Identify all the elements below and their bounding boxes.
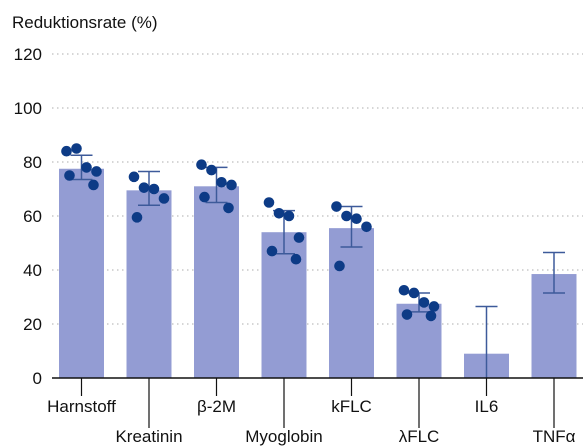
data-point <box>273 208 285 219</box>
data-point <box>293 232 305 243</box>
x-tick-label: kFLC <box>331 397 372 416</box>
data-point <box>64 170 75 181</box>
data-point <box>88 179 99 191</box>
bar <box>329 228 374 378</box>
grid-lines <box>52 53 583 325</box>
data-point <box>266 245 278 257</box>
data-point <box>334 260 345 272</box>
data-point <box>91 166 102 177</box>
x-tick-label: β-2M <box>197 397 236 416</box>
x-tick-label: Kreatinin <box>115 427 182 446</box>
data-point <box>351 213 362 224</box>
data-point <box>263 197 275 208</box>
data-point <box>418 297 430 308</box>
y-tick-label: 80 <box>23 153 42 172</box>
data-point <box>428 301 440 312</box>
y-tick-label: 20 <box>23 315 42 334</box>
data-point <box>401 309 413 320</box>
data-point <box>206 164 217 176</box>
x-tick-label: IL6 <box>475 397 499 416</box>
y-tick-label: 120 <box>14 45 42 64</box>
x-tick-label: Myoglobin <box>245 427 323 446</box>
data-point <box>408 287 420 299</box>
data-point <box>196 159 207 170</box>
data-point <box>128 171 140 183</box>
data-point <box>341 210 352 222</box>
data-point <box>425 310 437 322</box>
data-point <box>61 145 72 157</box>
y-tick-label: 0 <box>33 369 42 388</box>
data-point <box>148 183 160 195</box>
bar <box>59 168 104 378</box>
x-tick-label: λFLC <box>399 427 440 446</box>
data-point <box>216 176 227 188</box>
data-point <box>138 182 150 193</box>
data-point <box>223 202 234 214</box>
y-tick-label: 40 <box>23 261 42 280</box>
data-point <box>199 191 210 203</box>
data-points <box>61 143 440 322</box>
bar <box>194 186 239 378</box>
data-point <box>290 253 302 265</box>
data-point <box>158 193 170 204</box>
y-axis-ticks: 0 20 40 60 80 100 120 <box>14 45 42 388</box>
y-tick-label: 100 <box>14 99 42 118</box>
x-tick-label: TNFα <box>533 427 576 446</box>
data-point <box>398 284 410 296</box>
x-axis: Harnstoff Kreatinin β-2M Myoglobin kFLC λFLC I… <box>47 377 583 446</box>
data-point <box>131 212 143 223</box>
data-point <box>331 201 342 212</box>
data-point <box>283 210 295 222</box>
y-tick-label: 60 <box>23 207 42 226</box>
data-point <box>81 162 92 173</box>
data-point <box>361 221 372 233</box>
bars <box>59 168 577 378</box>
data-point <box>226 179 237 191</box>
y-axis-title: Reduktionsrate (%) <box>12 13 158 32</box>
data-point <box>71 143 82 154</box>
x-tick-label: Harnstoff <box>47 397 116 416</box>
